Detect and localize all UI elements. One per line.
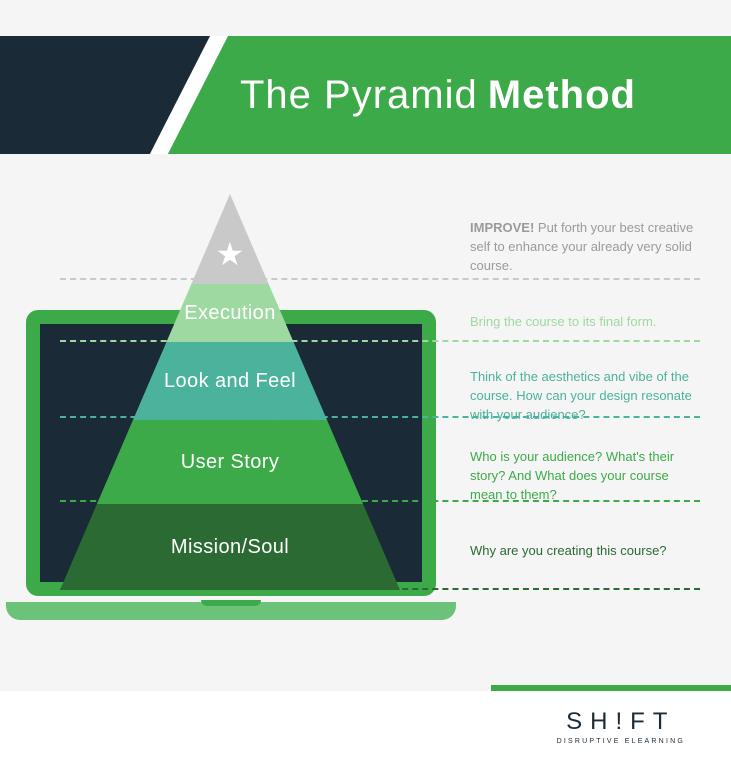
- pyramid-tier-label-2: Look and Feel: [60, 342, 400, 420]
- page-title: The Pyramid Method: [240, 36, 701, 154]
- dash-line-4: [60, 588, 700, 590]
- dash-line-0: [60, 278, 700, 280]
- description-0: IMPROVE! Put forth your best creative se…: [470, 219, 701, 276]
- description-1: Bring the course to its final form.: [470, 313, 701, 332]
- title-bold: Method: [488, 73, 636, 118]
- pyramid-tier-star: ★: [60, 194, 400, 284]
- dash-line-1: [60, 340, 700, 342]
- infographic-canvas: The Pyramid Method ★ ExecutionLook and Fe…: [0, 0, 731, 761]
- logo-sub: DISRUPTIVE ELEARNING: [557, 738, 685, 745]
- brand-logo: SH!FT DISRUPTIVE ELEARNING: [557, 708, 685, 745]
- description-4: Why are you creating this course?: [470, 542, 701, 561]
- description-3: Who is your audience? What's their story…: [470, 448, 701, 505]
- pyramid-tier-label-3: User Story: [60, 420, 400, 504]
- logo-main: SH!FT: [557, 708, 685, 736]
- footer-stripe: [491, 685, 731, 691]
- pyramid-tier-label-1: Execution: [60, 284, 400, 342]
- description-2: Think of the aesthetics and vibe of the …: [470, 368, 701, 425]
- laptop-base: [6, 602, 456, 620]
- title-light: The Pyramid: [240, 73, 478, 118]
- header-band: The Pyramid Method: [0, 36, 731, 154]
- description-bold-0: IMPROVE!: [470, 220, 534, 235]
- footer: SH!FT DISRUPTIVE ELEARNING: [0, 691, 731, 761]
- pyramid-tier-label-4: Mission/Soul: [60, 504, 400, 590]
- star-icon: ★: [215, 238, 244, 270]
- pyramid: ★ ExecutionLook and FeelUser StoryMission…: [60, 194, 400, 590]
- laptop-notch: [201, 600, 261, 606]
